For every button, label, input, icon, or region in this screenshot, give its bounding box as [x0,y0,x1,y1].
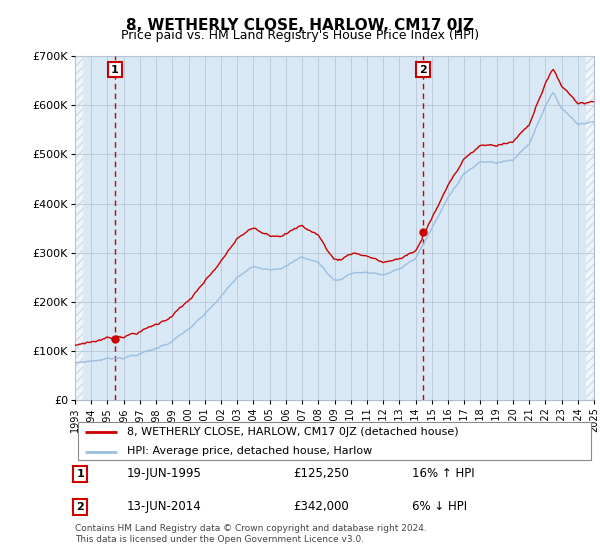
Text: 2: 2 [76,502,84,512]
Text: £342,000: £342,000 [293,500,349,514]
Text: Contains HM Land Registry data © Crown copyright and database right 2024.
This d: Contains HM Land Registry data © Crown c… [75,524,427,544]
Text: 6% ↓ HPI: 6% ↓ HPI [412,500,467,514]
Bar [586,56,600,400]
Text: HPI: Average price, detached house, Harlow: HPI: Average price, detached house, Harl… [127,446,372,456]
Text: 16% ↑ HPI: 16% ↑ HPI [412,467,475,480]
Text: £125,250: £125,250 [293,467,349,480]
Text: 1: 1 [76,469,84,479]
FancyBboxPatch shape [77,422,592,460]
Text: 8, WETHERLY CLOSE, HARLOW, CM17 0JZ (detached house): 8, WETHERLY CLOSE, HARLOW, CM17 0JZ (det… [127,427,458,437]
Text: 8, WETHERLY CLOSE, HARLOW, CM17 0JZ: 8, WETHERLY CLOSE, HARLOW, CM17 0JZ [126,18,474,33]
Text: Price paid vs. HM Land Registry's House Price Index (HPI): Price paid vs. HM Land Registry's House … [121,29,479,42]
Text: 19-JUN-1995: 19-JUN-1995 [127,467,202,480]
Text: 13-JUN-2014: 13-JUN-2014 [127,500,202,514]
Text: 1: 1 [111,64,119,74]
Text: 2: 2 [419,64,427,74]
Bar [75,56,83,400]
